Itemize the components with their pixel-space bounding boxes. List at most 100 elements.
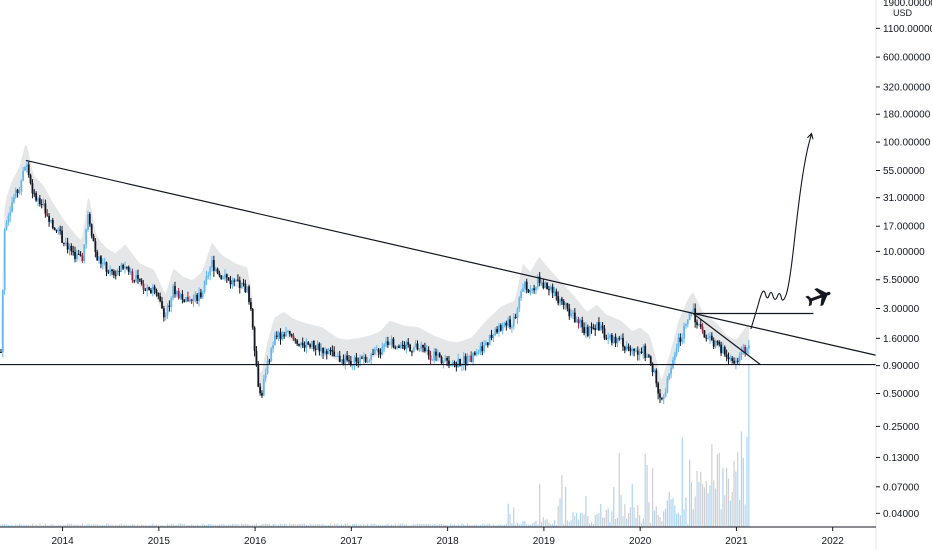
volume-bar bbox=[613, 486, 615, 527]
candle-body bbox=[31, 183, 34, 194]
candle-body bbox=[599, 325, 602, 331]
volume-bar bbox=[257, 525, 259, 527]
candle-body bbox=[75, 253, 78, 260]
candle-body bbox=[449, 365, 452, 367]
volume-bar bbox=[0, 524, 2, 527]
volume-bar bbox=[687, 524, 689, 527]
year-tick-label: 2018 bbox=[437, 536, 460, 547]
candle-body bbox=[183, 299, 186, 303]
candle-body bbox=[405, 342, 408, 350]
volume-bar bbox=[429, 524, 432, 527]
candle-body bbox=[298, 343, 300, 346]
candle-body bbox=[190, 299, 193, 302]
projection-path[interactable] bbox=[750, 133, 813, 330]
volume-bar bbox=[131, 524, 133, 527]
volume-bar bbox=[329, 523, 332, 527]
volume-bar bbox=[183, 523, 185, 527]
candle-body bbox=[396, 346, 399, 349]
candle-body bbox=[253, 327, 256, 351]
candle-body bbox=[229, 280, 232, 285]
candle-body bbox=[531, 288, 534, 291]
candle-body bbox=[251, 308, 254, 328]
candle-body bbox=[429, 355, 432, 360]
volume-bar bbox=[694, 496, 696, 527]
volume-bar bbox=[511, 523, 513, 527]
candle-body bbox=[647, 355, 650, 357]
volume-bar bbox=[374, 523, 376, 527]
volume-bar bbox=[122, 524, 124, 527]
volume-bar bbox=[407, 525, 409, 527]
price-tick-label: 17.00000 bbox=[883, 222, 925, 233]
short-trendline[interactable] bbox=[692, 313, 761, 366]
volume-bar bbox=[283, 523, 285, 527]
volume-bar bbox=[228, 524, 230, 527]
volume-bar bbox=[468, 525, 470, 527]
volume-bar bbox=[426, 523, 428, 527]
candle-body bbox=[516, 308, 519, 319]
candle-body bbox=[109, 269, 112, 273]
candle-body bbox=[723, 347, 726, 355]
candle-body bbox=[377, 349, 380, 353]
candle-body bbox=[105, 262, 108, 272]
volume-bar bbox=[339, 525, 341, 527]
volume-bar bbox=[148, 524, 150, 527]
candle-body bbox=[177, 290, 180, 299]
price-tick-label: 0.07000 bbox=[883, 482, 920, 493]
candle-body bbox=[170, 298, 173, 307]
volume-bar bbox=[635, 517, 637, 527]
candle-body bbox=[566, 303, 569, 309]
candle-body bbox=[59, 229, 62, 231]
candle-body bbox=[13, 197, 15, 203]
candle-body bbox=[9, 211, 12, 217]
candle-body bbox=[462, 356, 465, 365]
volume-bar bbox=[141, 524, 143, 527]
time-axis[interactable]: 2014 2015 2016 2017 2018 2019 2020 2021 2022 bbox=[0, 526, 876, 547]
price-axis[interactable]: 1900.00000 USD 1100.00000 600.00000 320.00… bbox=[875, 0, 932, 550]
volume-bar bbox=[637, 505, 639, 527]
candle-body bbox=[351, 364, 354, 366]
candle-body bbox=[124, 266, 126, 269]
candle-body bbox=[649, 356, 652, 364]
candle-body bbox=[25, 164, 28, 167]
candle-body bbox=[725, 354, 728, 358]
candle-body bbox=[55, 230, 58, 232]
volume-bar bbox=[679, 515, 681, 527]
candle-body bbox=[622, 337, 624, 347]
price-tick-label: 0.13000 bbox=[883, 453, 920, 464]
candle-body bbox=[48, 216, 50, 222]
price-tick-label: 5.50000 bbox=[883, 275, 920, 286]
candle-body bbox=[423, 347, 426, 352]
candle-body bbox=[636, 350, 639, 355]
descending-trendline[interactable] bbox=[25, 159, 877, 356]
candle-body bbox=[125, 266, 128, 268]
volume-bar bbox=[722, 467, 724, 527]
candle-body bbox=[523, 281, 526, 289]
candle-body bbox=[370, 354, 373, 361]
candle-body bbox=[548, 289, 550, 291]
volume-bar bbox=[37, 525, 39, 527]
volume-bar bbox=[403, 524, 406, 527]
volume-bar bbox=[559, 498, 561, 527]
candle-body bbox=[348, 360, 350, 362]
candle-body bbox=[518, 297, 521, 309]
volume-bar bbox=[113, 525, 115, 527]
candle-body bbox=[722, 347, 724, 354]
candle-body bbox=[555, 291, 558, 297]
volume-bar bbox=[28, 524, 30, 527]
candle-body bbox=[451, 362, 454, 366]
volume-bar bbox=[689, 459, 691, 527]
volume-bar bbox=[474, 524, 476, 527]
candle-body bbox=[501, 325, 504, 331]
volume-bar bbox=[648, 502, 650, 527]
volume-bar bbox=[135, 525, 137, 527]
candle-body bbox=[573, 312, 576, 323]
volume-bar bbox=[581, 512, 583, 527]
volume-bar bbox=[442, 524, 445, 527]
candle-body bbox=[446, 357, 449, 361]
volume-bar bbox=[611, 511, 613, 527]
candle-body bbox=[268, 360, 271, 362]
candle-body bbox=[227, 277, 230, 281]
candle-body bbox=[746, 348, 748, 354]
volume-bar bbox=[378, 524, 380, 527]
